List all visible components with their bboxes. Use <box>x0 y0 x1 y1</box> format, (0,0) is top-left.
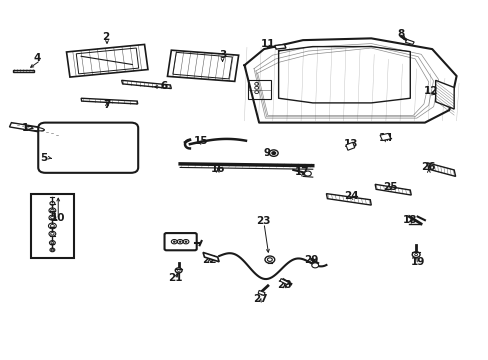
Circle shape <box>175 268 182 273</box>
Polygon shape <box>258 291 264 296</box>
Text: 13: 13 <box>343 139 357 149</box>
Text: 12: 12 <box>423 86 437 96</box>
Text: 16: 16 <box>210 164 224 174</box>
Text: 17: 17 <box>294 167 309 177</box>
Text: 9: 9 <box>263 148 270 158</box>
Polygon shape <box>274 44 285 49</box>
Text: 21: 21 <box>168 273 182 283</box>
Text: 3: 3 <box>219 50 226 60</box>
Text: 26: 26 <box>421 162 435 172</box>
FancyBboxPatch shape <box>38 123 138 173</box>
Text: 29: 29 <box>304 255 318 265</box>
Text: 22: 22 <box>202 255 216 265</box>
Text: 23: 23 <box>255 216 270 226</box>
Polygon shape <box>326 194 370 205</box>
Circle shape <box>271 152 275 154</box>
Polygon shape <box>374 184 410 195</box>
Circle shape <box>304 171 311 176</box>
Circle shape <box>173 241 175 242</box>
Circle shape <box>264 256 274 263</box>
FancyBboxPatch shape <box>31 194 74 258</box>
Polygon shape <box>122 80 171 89</box>
Text: 7: 7 <box>103 100 110 110</box>
FancyBboxPatch shape <box>164 233 196 250</box>
Text: 27: 27 <box>252 294 267 304</box>
Text: 18: 18 <box>402 215 417 225</box>
Text: 15: 15 <box>193 136 207 146</box>
Text: 6: 6 <box>160 81 167 91</box>
Circle shape <box>311 263 318 268</box>
Text: 1: 1 <box>21 123 29 133</box>
Circle shape <box>184 241 186 242</box>
Text: 11: 11 <box>260 40 275 49</box>
Polygon shape <box>427 163 455 176</box>
Text: 19: 19 <box>409 257 424 267</box>
Text: 14: 14 <box>378 133 392 143</box>
Polygon shape <box>66 44 148 77</box>
Text: 5: 5 <box>40 153 47 163</box>
Circle shape <box>179 241 181 242</box>
Polygon shape <box>345 142 354 150</box>
Polygon shape <box>9 123 60 135</box>
Text: 20: 20 <box>163 237 177 247</box>
Text: 8: 8 <box>396 29 404 39</box>
Polygon shape <box>203 252 219 262</box>
Circle shape <box>269 150 278 156</box>
Polygon shape <box>405 40 413 44</box>
Text: 10: 10 <box>51 213 65 222</box>
Text: 24: 24 <box>344 191 358 201</box>
Polygon shape <box>13 69 34 72</box>
Polygon shape <box>81 98 138 104</box>
Text: 25: 25 <box>383 182 397 192</box>
Text: 2: 2 <box>102 32 109 41</box>
Circle shape <box>411 252 419 257</box>
Polygon shape <box>435 80 453 109</box>
Text: 28: 28 <box>277 280 291 290</box>
Polygon shape <box>280 279 288 285</box>
Polygon shape <box>167 50 238 81</box>
Polygon shape <box>379 134 390 140</box>
Text: 4: 4 <box>34 53 41 63</box>
